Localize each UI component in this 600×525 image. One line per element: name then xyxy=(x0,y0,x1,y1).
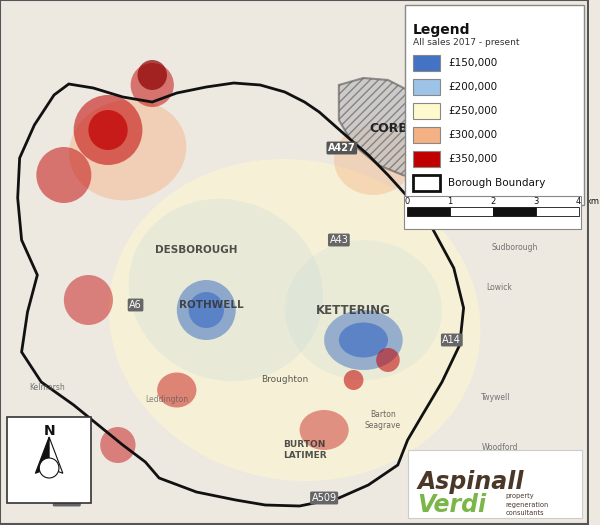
Polygon shape xyxy=(35,437,49,474)
Text: Twywell: Twywell xyxy=(481,393,511,402)
Text: £200,000: £200,000 xyxy=(448,82,497,92)
Bar xyxy=(413,127,440,143)
Text: A6116: A6116 xyxy=(464,195,499,205)
Text: All sales 2017 - present: All sales 2017 - present xyxy=(413,38,519,47)
Text: £150,000: £150,000 xyxy=(448,58,497,68)
Ellipse shape xyxy=(299,410,349,450)
Circle shape xyxy=(74,95,142,165)
Text: Leddington: Leddington xyxy=(145,395,188,404)
Circle shape xyxy=(177,280,236,340)
Ellipse shape xyxy=(157,373,196,407)
Text: A43: A43 xyxy=(329,235,348,245)
Bar xyxy=(407,450,583,518)
Circle shape xyxy=(376,348,400,372)
Text: BURTON
LATIMER: BURTON LATIMER xyxy=(283,440,326,460)
Ellipse shape xyxy=(334,125,413,195)
Text: 1: 1 xyxy=(447,197,452,206)
Bar xyxy=(404,5,584,205)
Text: 3: 3 xyxy=(533,197,538,206)
Ellipse shape xyxy=(339,322,388,358)
Text: A427: A427 xyxy=(328,143,356,153)
Text: 4: 4 xyxy=(576,197,581,206)
Bar xyxy=(413,103,440,119)
Bar xyxy=(493,207,536,216)
Text: £250,000: £250,000 xyxy=(448,106,497,116)
Text: 2: 2 xyxy=(490,197,495,206)
Text: Borough Boundary: Borough Boundary xyxy=(448,178,545,188)
Ellipse shape xyxy=(69,100,187,201)
Bar xyxy=(404,196,581,229)
Text: Verdi: Verdi xyxy=(418,493,487,517)
Text: km: km xyxy=(586,197,599,206)
Circle shape xyxy=(188,292,224,328)
Ellipse shape xyxy=(285,240,442,380)
Bar xyxy=(413,175,440,191)
Bar xyxy=(413,79,440,95)
Text: A508: A508 xyxy=(54,495,79,505)
Text: Broughton: Broughton xyxy=(261,375,308,384)
Text: £350,000: £350,000 xyxy=(448,154,497,164)
Text: Brigstock: Brigstock xyxy=(472,148,508,157)
Bar xyxy=(536,207,578,216)
Text: Legend: Legend xyxy=(413,23,470,37)
Ellipse shape xyxy=(64,275,113,325)
Circle shape xyxy=(137,60,167,90)
Text: N: N xyxy=(43,424,55,438)
Text: £300,000: £300,000 xyxy=(448,130,497,140)
Circle shape xyxy=(131,63,174,107)
Ellipse shape xyxy=(324,310,403,370)
Text: Woodford: Woodford xyxy=(481,443,518,452)
Circle shape xyxy=(100,427,136,463)
Bar xyxy=(407,207,449,216)
Text: Sudborough: Sudborough xyxy=(491,243,538,252)
Text: Aspinall: Aspinall xyxy=(418,470,524,494)
Text: A6: A6 xyxy=(129,300,142,310)
Text: Kelmarsh: Kelmarsh xyxy=(29,383,65,392)
Polygon shape xyxy=(49,437,63,474)
Text: Lowick: Lowick xyxy=(486,283,512,292)
Text: Barton
Seagrave: Barton Seagrave xyxy=(365,411,401,429)
Polygon shape xyxy=(339,78,442,180)
Circle shape xyxy=(37,147,91,203)
Text: property
regeneration
consultants: property regeneration consultants xyxy=(506,493,549,516)
Circle shape xyxy=(344,370,364,390)
Bar xyxy=(413,151,440,167)
Bar xyxy=(7,417,91,503)
Text: A509: A509 xyxy=(311,493,337,503)
Circle shape xyxy=(88,110,128,150)
Ellipse shape xyxy=(129,199,323,381)
Ellipse shape xyxy=(109,159,481,481)
Text: ROTHWELL: ROTHWELL xyxy=(179,300,244,310)
Text: 0: 0 xyxy=(404,197,409,206)
Text: A14: A14 xyxy=(442,335,461,345)
Bar xyxy=(449,207,493,216)
Circle shape xyxy=(39,458,59,478)
Bar xyxy=(413,55,440,71)
Text: KETTERING: KETTERING xyxy=(316,303,391,317)
Text: CORBY: CORBY xyxy=(369,121,416,134)
Text: DESBOROUGH: DESBOROUGH xyxy=(155,245,238,255)
